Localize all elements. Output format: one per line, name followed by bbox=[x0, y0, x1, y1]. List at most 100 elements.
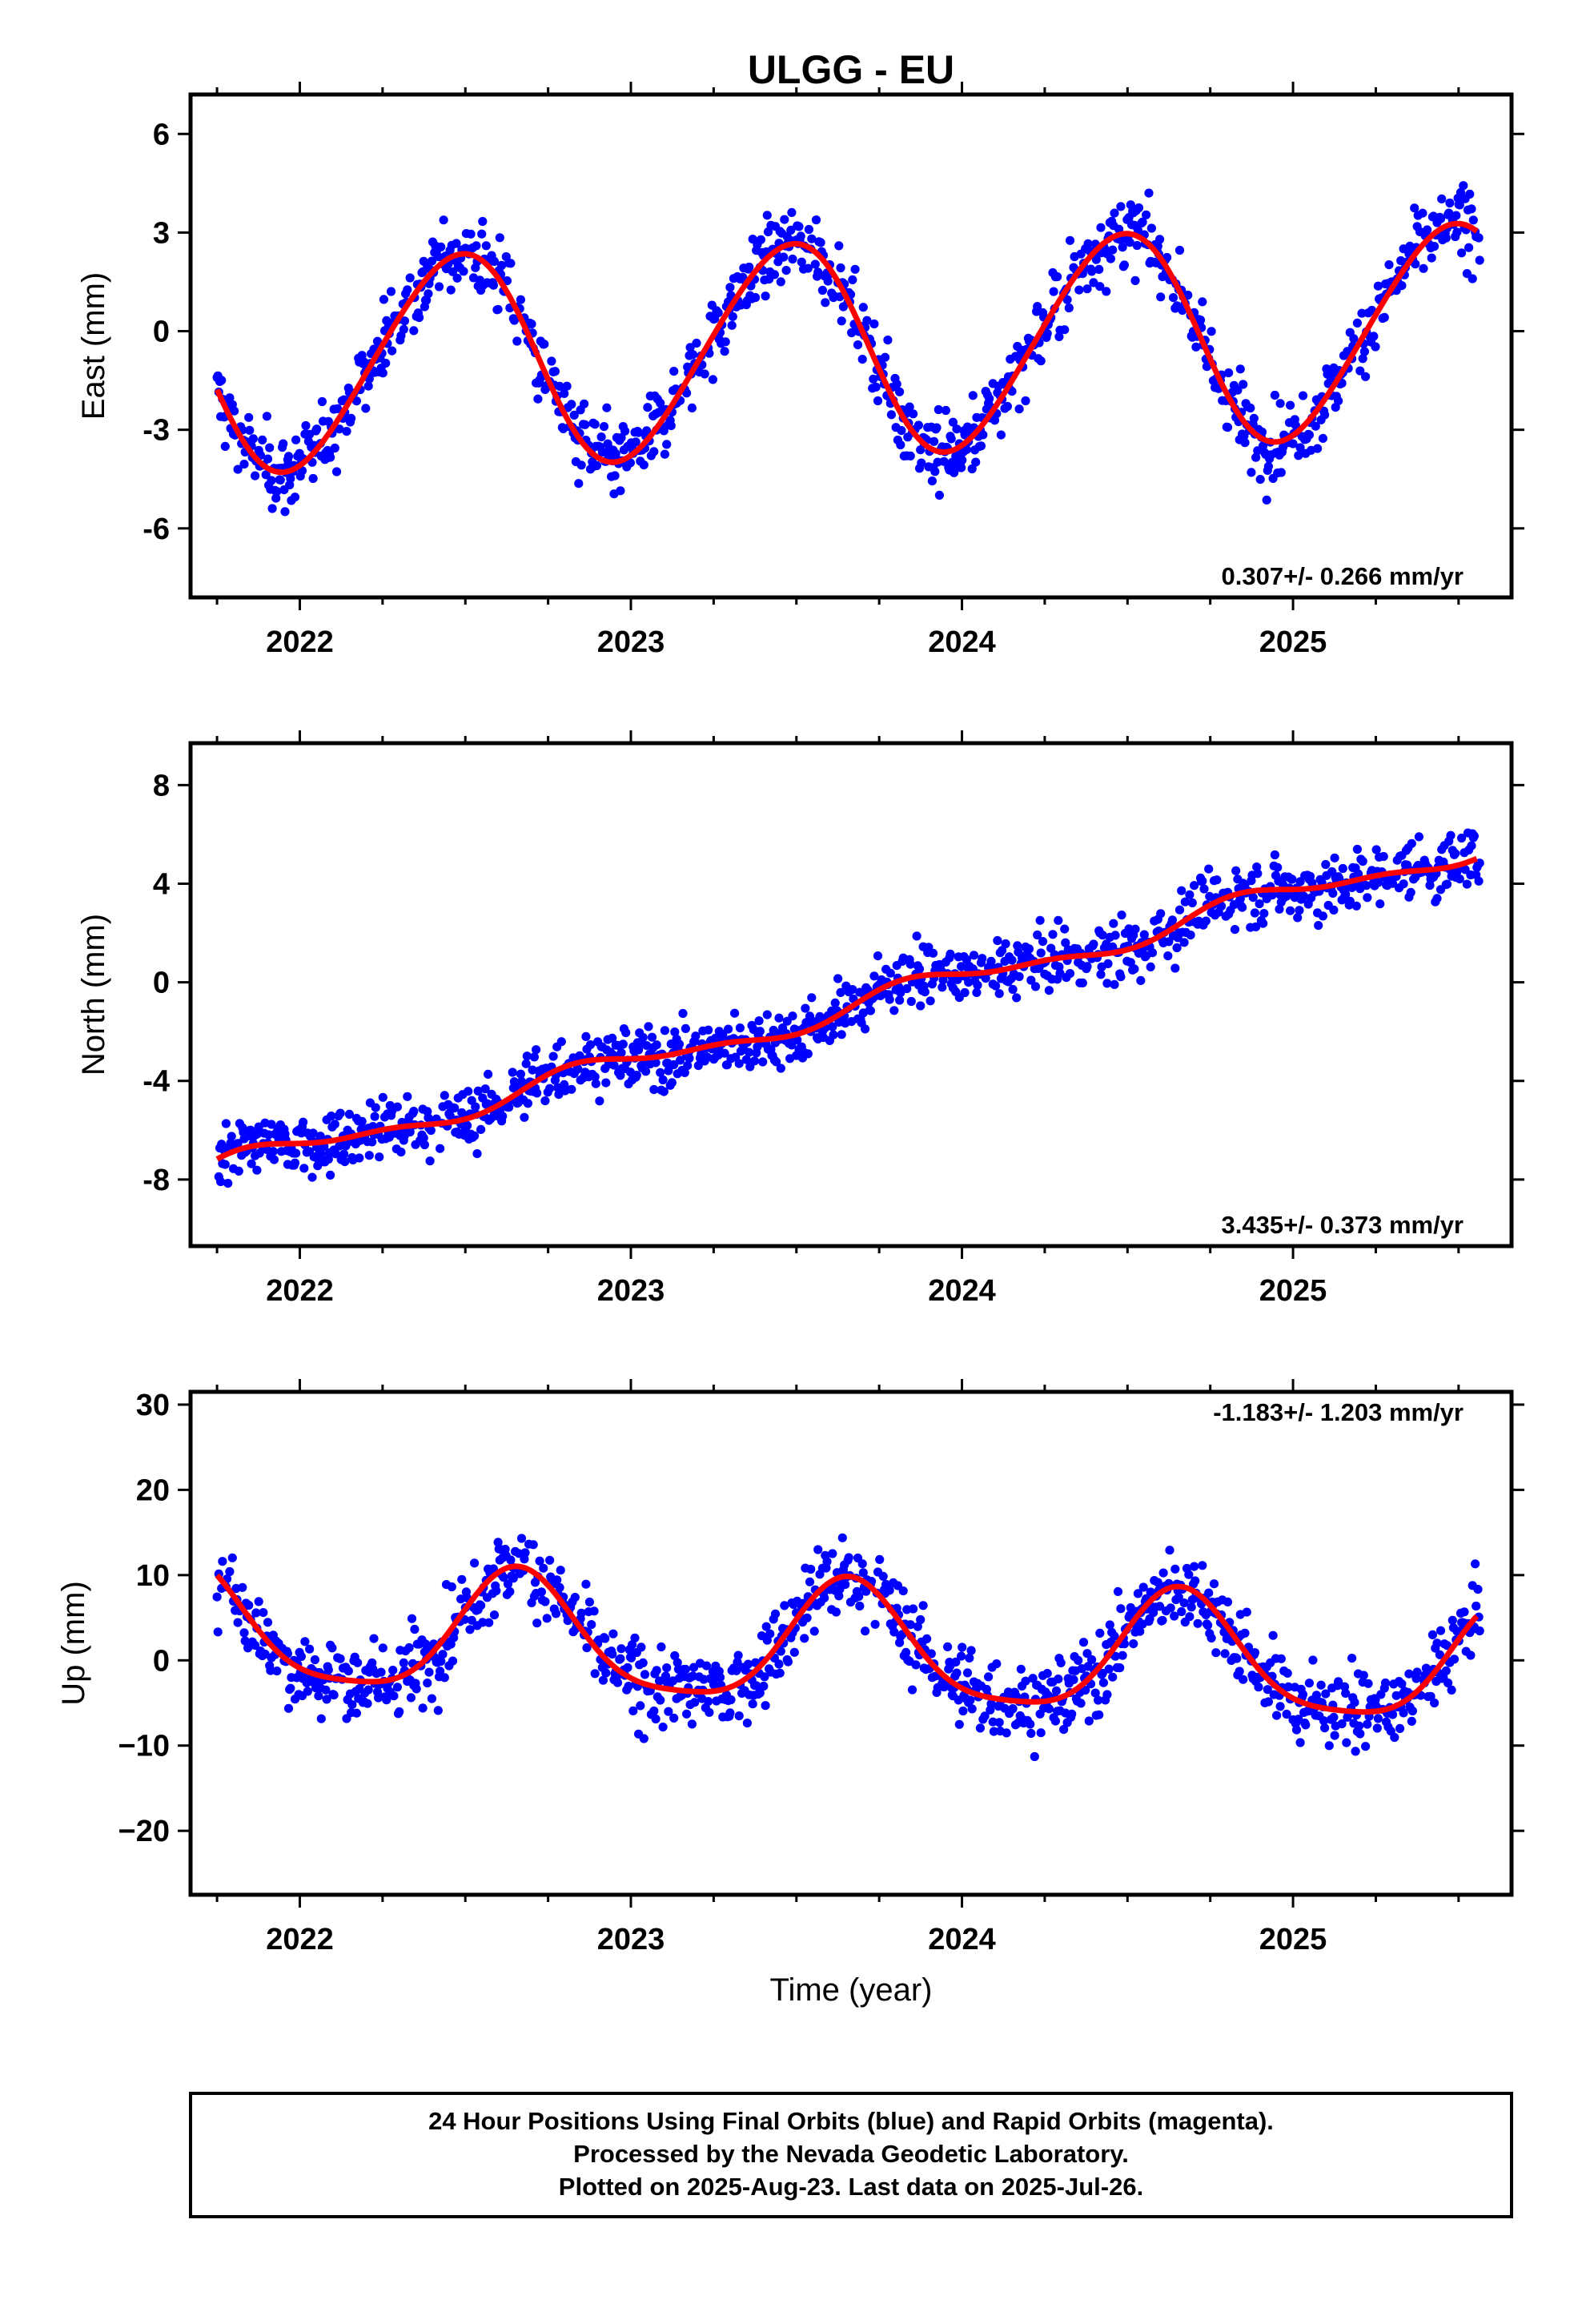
observation-point bbox=[335, 424, 344, 434]
observation-point bbox=[601, 1078, 611, 1088]
observation-point bbox=[251, 1608, 261, 1618]
observation-point bbox=[1253, 869, 1263, 879]
observation-point bbox=[713, 308, 723, 318]
observation-point bbox=[1361, 1742, 1371, 1751]
observation-point bbox=[450, 1104, 460, 1113]
observation-point bbox=[1096, 223, 1106, 232]
observation-point bbox=[291, 1148, 301, 1158]
observation-point bbox=[624, 1682, 633, 1691]
observation-point bbox=[1352, 318, 1362, 328]
observation-point bbox=[1358, 856, 1367, 866]
observation-point bbox=[745, 1047, 754, 1057]
y-tick-label: 4 bbox=[153, 867, 170, 901]
observation-point bbox=[1030, 982, 1041, 991]
observation-point bbox=[1083, 239, 1093, 248]
observation-point bbox=[880, 352, 890, 362]
observation-point bbox=[299, 1164, 309, 1173]
observation-point bbox=[780, 1601, 789, 1610]
observation-point bbox=[918, 1601, 928, 1610]
observation-point bbox=[1055, 968, 1065, 978]
x-tick-label: 2022 bbox=[266, 1923, 334, 1956]
observation-point bbox=[639, 460, 648, 470]
observation-point bbox=[660, 1026, 670, 1035]
observation-point bbox=[545, 1084, 555, 1093]
observation-point bbox=[529, 1052, 540, 1062]
observation-point bbox=[735, 1023, 745, 1033]
observation-point bbox=[816, 238, 825, 247]
observation-point bbox=[857, 355, 867, 364]
observation-point bbox=[425, 1156, 435, 1166]
y-tick-label: -4 bbox=[143, 1065, 170, 1099]
observation-point bbox=[268, 1147, 278, 1156]
observation-point bbox=[1042, 1669, 1052, 1679]
observation-point bbox=[379, 295, 388, 304]
observation-point bbox=[291, 435, 301, 444]
observation-point bbox=[837, 316, 846, 326]
observation-point bbox=[1061, 938, 1070, 947]
observation-point bbox=[913, 1622, 922, 1631]
observation-point bbox=[779, 252, 789, 262]
observation-point bbox=[1170, 1611, 1179, 1621]
observation-point bbox=[1355, 1729, 1365, 1739]
observation-point bbox=[761, 1622, 771, 1631]
observation-point bbox=[1065, 235, 1075, 245]
observation-point bbox=[634, 428, 644, 437]
observation-point bbox=[532, 1088, 542, 1098]
observation-point bbox=[658, 1075, 668, 1085]
observation-point bbox=[351, 396, 361, 406]
observation-point bbox=[829, 1030, 838, 1039]
observation-point bbox=[303, 1687, 312, 1696]
observation-point bbox=[810, 259, 820, 269]
observation-point bbox=[540, 1096, 550, 1106]
observation-point bbox=[452, 239, 461, 248]
observation-point bbox=[905, 451, 915, 461]
observation-point bbox=[751, 292, 761, 303]
y-tick-label: -8 bbox=[143, 1164, 170, 1197]
observation-point bbox=[1240, 438, 1250, 448]
observation-point bbox=[1233, 385, 1243, 395]
observation-point bbox=[1435, 214, 1446, 223]
observation-point bbox=[466, 229, 476, 239]
observation-point bbox=[424, 1667, 434, 1677]
observation-point bbox=[1275, 904, 1284, 914]
y-tick-label: 6 bbox=[153, 118, 170, 151]
observation-point bbox=[948, 417, 958, 427]
observation-point bbox=[834, 1591, 844, 1601]
observation-point bbox=[312, 424, 322, 434]
observation-point bbox=[639, 1734, 648, 1743]
observation-point bbox=[755, 1027, 765, 1036]
observation-point bbox=[673, 1658, 682, 1667]
y-tick-label: 0 bbox=[153, 1644, 170, 1678]
observation-point bbox=[499, 1573, 508, 1582]
observation-point bbox=[267, 476, 276, 485]
observation-point bbox=[644, 1022, 653, 1031]
observation-point bbox=[344, 1109, 354, 1119]
observation-point bbox=[251, 471, 260, 480]
observation-point bbox=[321, 1685, 331, 1695]
observation-point bbox=[567, 1084, 576, 1094]
observation-point bbox=[967, 464, 977, 474]
observation-point bbox=[310, 1655, 319, 1665]
observation-point bbox=[326, 1170, 335, 1180]
observation-point bbox=[857, 1559, 867, 1569]
observation-point bbox=[705, 1707, 714, 1717]
observation-point bbox=[780, 215, 789, 224]
observation-point bbox=[567, 400, 576, 409]
observation-point bbox=[681, 1023, 691, 1033]
observation-point bbox=[1177, 886, 1186, 895]
observation-point bbox=[1030, 1751, 1039, 1762]
observation-point bbox=[906, 996, 916, 1007]
observation-point bbox=[986, 1699, 996, 1709]
observation-point bbox=[895, 387, 905, 396]
observation-point bbox=[848, 985, 857, 995]
observation-point bbox=[1363, 1719, 1372, 1729]
observation-point bbox=[807, 993, 817, 1003]
observation-point bbox=[1028, 1674, 1038, 1683]
observation-point bbox=[1116, 202, 1126, 211]
observation-point bbox=[262, 412, 271, 421]
observation-point bbox=[1125, 238, 1134, 247]
observation-point bbox=[1223, 1597, 1233, 1606]
observation-point bbox=[1117, 911, 1126, 920]
observation-point bbox=[1008, 1704, 1018, 1714]
observation-point bbox=[898, 1586, 908, 1596]
